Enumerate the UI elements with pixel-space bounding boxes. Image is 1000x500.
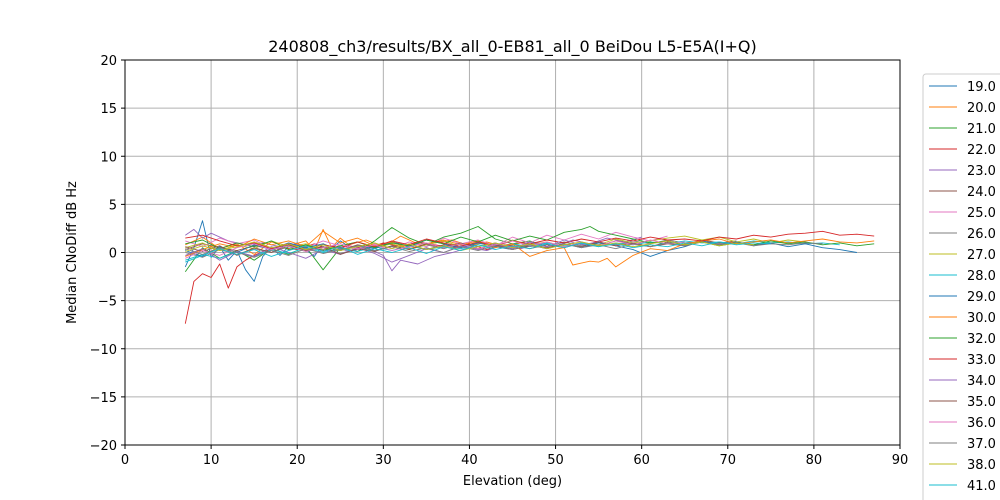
series-lines: [184, 220, 875, 324]
y-tick-label: −5: [98, 295, 117, 310]
y-tick-label: 5: [109, 198, 117, 213]
legend: 19.0 20.0 21.0 22.0 23.0 24.0 25.0 26.0 27.0 28.0…: [922, 73, 1000, 500]
series-line-41-0: [185, 241, 771, 263]
series-line-30-0: [185, 230, 875, 268]
legend-label: 33.0: [967, 353, 996, 368]
legend-label: 23.0: [967, 164, 996, 179]
legend-box: [922, 73, 1000, 500]
legend-label: 36.0: [967, 416, 996, 431]
legend-label: 38.0: [967, 458, 996, 473]
legend-label: 30.0: [967, 311, 996, 326]
y-tick-label: −10: [90, 343, 117, 358]
y-tick-label: 15: [100, 102, 117, 117]
y-tick-label: 20: [100, 54, 117, 69]
legend-label: 29.0: [967, 290, 996, 305]
legend-label: 35.0: [967, 395, 996, 410]
y-tick-label: −15: [90, 391, 117, 406]
x-axis-title: Elevation (deg): [463, 474, 562, 489]
series-line-32-0: [185, 226, 875, 252]
legend-label: 22.0: [967, 143, 996, 158]
legend-label: 19.0: [967, 80, 996, 95]
x-tick-label: 90: [892, 453, 909, 468]
legend-label: 34.0: [967, 374, 996, 389]
legend-label: 27.0: [967, 248, 996, 263]
x-tick-label: 50: [547, 453, 564, 468]
x-tick-label: 40: [461, 453, 478, 468]
x-tick-label: 60: [633, 453, 650, 468]
series-line-34-0: [185, 239, 651, 263]
y-tick-label: −20: [90, 439, 117, 454]
x-tick-label: 0: [121, 453, 129, 468]
legend-label: 24.0: [967, 185, 996, 200]
legend-label: 21.0: [967, 122, 996, 137]
x-tick-label: 20: [289, 453, 306, 468]
legend-label: 37.0: [967, 437, 996, 452]
x-tick-label: 80: [806, 453, 823, 468]
y-tick-label: 0: [109, 247, 117, 262]
legend-label: 32.0: [967, 332, 996, 347]
legend-label: 41.0: [967, 479, 996, 494]
x-tick-label: 10: [203, 453, 220, 468]
x-tick-label: 70: [720, 453, 737, 468]
y-tick-label: 10: [100, 150, 117, 165]
legend-label: 25.0: [967, 206, 996, 221]
axes: 0 10 20 30 40 50 60 70 80 90 −20 −15 −10 −5 0 5 10 15 20: [90, 54, 909, 468]
series-line-38-0: [185, 240, 754, 252]
chart-title: 240808_ch3/results/BX_all_0-EB81_all_0 B…: [268, 37, 756, 57]
legend-label: 26.0: [967, 227, 996, 242]
x-tick-label: 30: [375, 453, 392, 468]
legend-label: 28.0: [967, 269, 996, 284]
legend-label: 20.0: [967, 101, 996, 116]
y-axis-title: Median CNoDiff dB Hz: [65, 181, 80, 324]
